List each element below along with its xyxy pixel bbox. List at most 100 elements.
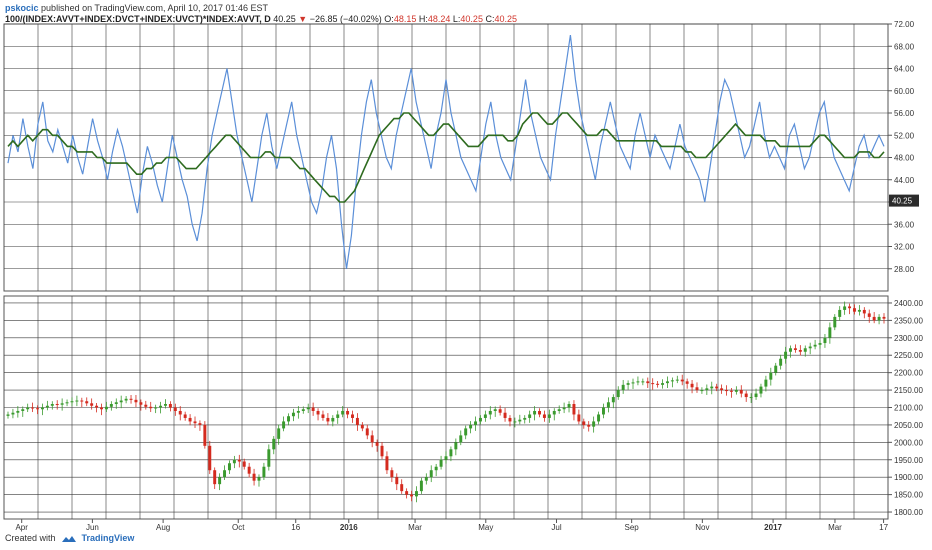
x-tick-label: May <box>478 523 493 532</box>
candle-body <box>109 404 113 407</box>
candle-body <box>867 313 871 317</box>
candle-body <box>296 410 300 413</box>
candle-body <box>85 401 89 404</box>
x-tick-label: Oct <box>232 523 245 532</box>
candle-body <box>193 421 197 424</box>
last-price-badge <box>889 194 919 207</box>
candle-body <box>272 438 276 450</box>
candle-body <box>114 402 118 405</box>
candle-body <box>365 428 369 436</box>
candle-body <box>80 400 84 402</box>
last-price: 40.25 <box>273 14 296 24</box>
candle-body <box>385 456 389 471</box>
candle-body <box>36 408 40 410</box>
candle-body <box>488 410 492 415</box>
candle-body <box>242 461 246 467</box>
y-tick-label: 1850.00 <box>894 491 923 500</box>
candle-body <box>518 419 522 422</box>
candle-body <box>173 407 177 411</box>
open-label: O: <box>384 14 394 24</box>
candle-body <box>316 410 320 415</box>
candle-body <box>661 383 665 385</box>
candle-body <box>528 414 532 418</box>
y-tick-label: 2150.00 <box>894 386 923 395</box>
candle-body <box>538 410 541 415</box>
candle-body <box>183 414 187 418</box>
candle-body <box>40 407 44 410</box>
x-tick-label: Sep <box>625 523 640 532</box>
candle-body <box>557 409 561 411</box>
candle-body <box>503 412 507 418</box>
candle-body <box>474 421 478 425</box>
candle-body <box>498 409 502 413</box>
close-label: C: <box>485 14 495 24</box>
candle-body <box>803 348 807 352</box>
y-tick-label: 72.00 <box>894 20 915 29</box>
candle-body <box>321 414 325 418</box>
candle-body <box>582 421 586 425</box>
candle-body <box>159 405 163 408</box>
candle-body <box>380 445 384 457</box>
candle-body <box>513 421 517 423</box>
candle-body <box>257 477 261 481</box>
candle-body <box>602 407 605 415</box>
candle-body <box>400 484 404 492</box>
candle-body <box>336 414 340 418</box>
candle-body <box>798 350 802 352</box>
candle-body <box>370 435 374 443</box>
candle-body <box>449 449 453 457</box>
low-label: L: <box>452 14 461 24</box>
y-tick-label: 2050.00 <box>894 421 923 430</box>
candle-body <box>547 414 551 418</box>
candle-body <box>277 428 281 439</box>
footer: Created with TradingView <box>5 533 134 543</box>
candle-body <box>626 383 630 385</box>
candle-body <box>414 491 418 497</box>
published-text: published on TradingView.com, April 10, … <box>41 3 269 13</box>
candle-body <box>852 308 856 312</box>
candle-body <box>631 382 635 384</box>
candle-body <box>154 407 158 409</box>
y-tick-label: 2000.00 <box>894 438 923 447</box>
candle-body <box>587 424 591 427</box>
y-tick-label: 1900.00 <box>894 473 923 482</box>
candle-body <box>188 417 192 422</box>
candle-body <box>789 348 792 352</box>
price-change: −26.85 (−40.02%) <box>309 14 382 24</box>
y-tick-label: 52.00 <box>894 131 915 140</box>
y-tick-label: 64.00 <box>894 65 915 74</box>
candle-body <box>434 466 438 471</box>
candle-body <box>301 409 305 411</box>
candle-body <box>774 365 778 373</box>
candle-body <box>621 384 625 391</box>
candle-body <box>685 381 689 384</box>
candle-body <box>833 316 837 328</box>
publisher-username[interactable]: pskocic <box>5 3 39 13</box>
x-tick-label: Aug <box>156 523 170 532</box>
candle-body <box>877 316 881 321</box>
symbol-expression: 100/(INDEX:AVVT+INDEX:DVCT+INDEX:UVCT)*I… <box>5 14 271 24</box>
candle-body <box>710 386 714 389</box>
x-tick-label: Jul <box>551 523 561 532</box>
candle-body <box>695 387 699 391</box>
candle-body <box>720 388 724 391</box>
y-tick-label: 32.00 <box>894 243 915 252</box>
candle-body <box>784 351 788 359</box>
candle-body <box>311 407 315 411</box>
candle-body <box>237 459 241 462</box>
y-tick-label: 1800.00 <box>894 508 923 517</box>
candle-body <box>247 466 251 474</box>
created-with-text: Created with <box>5 533 56 543</box>
candle-body <box>469 424 473 429</box>
y-tick-label: 2200.00 <box>894 369 923 378</box>
tradingview-brand[interactable]: TradingView <box>81 533 135 543</box>
candle-body <box>144 404 148 407</box>
candle-body <box>100 407 103 410</box>
candle-body <box>164 404 167 406</box>
candle-body <box>282 421 286 429</box>
y-tick-label: 56.00 <box>894 109 915 118</box>
candle-body <box>198 423 202 425</box>
candle-body <box>16 410 20 413</box>
close-value: 40.25 <box>494 14 517 24</box>
